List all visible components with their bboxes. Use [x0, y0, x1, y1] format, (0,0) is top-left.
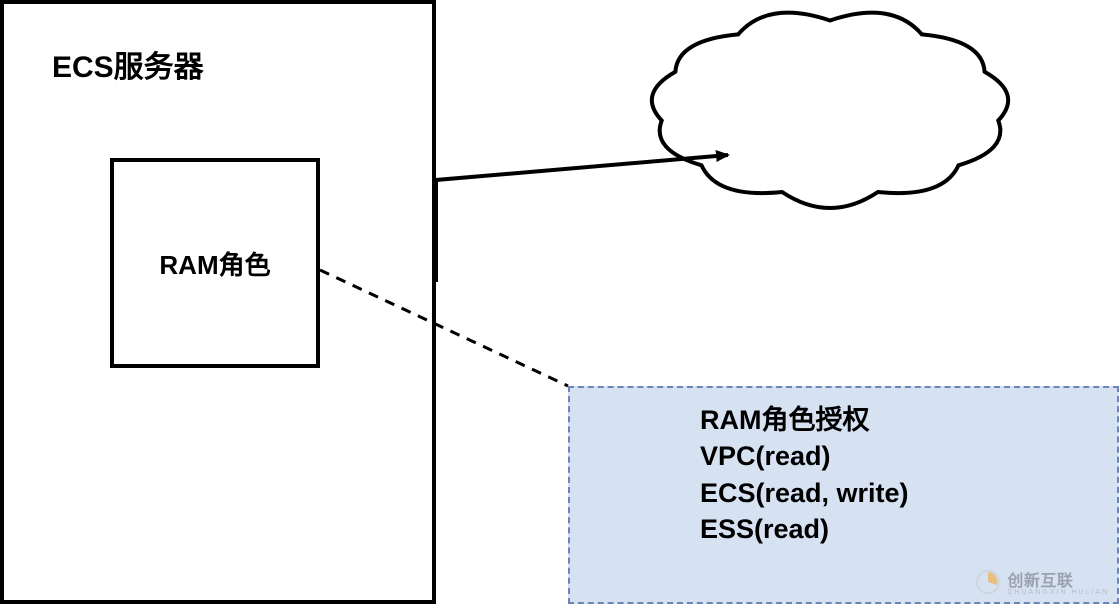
watermark: 创新互联 CHUANGXIN HULIAN — [975, 567, 1109, 596]
ram-role-box: RAM角色 — [110, 158, 320, 368]
ram-role-label: RAM角色 — [159, 245, 270, 282]
diagram-canvas: ECS服务器 RAM角色 RAM角色授权 VPC(read) ECS(read,… — [0, 0, 1119, 604]
edge-ram-to-cloud — [436, 155, 728, 282]
ecs-server-label: ECS服务器 — [52, 42, 204, 86]
auth-line-ecs: ECS(read, write) — [700, 475, 1117, 511]
cloud-resource-label: 云资源 — [780, 90, 864, 130]
auth-line-ess: ESS(read) — [700, 511, 1117, 547]
watermark-logo-icon — [975, 569, 1001, 595]
auth-title: RAM角色授权 — [700, 402, 1117, 438]
auth-line-vpc: VPC(read) — [700, 438, 1117, 474]
watermark-subtext: CHUANGXIN HULIAN — [1007, 589, 1109, 596]
watermark-text: 创新互联 — [1007, 573, 1073, 590]
watermark-text-block: 创新互联 CHUANGXIN HULIAN — [1007, 567, 1109, 596]
